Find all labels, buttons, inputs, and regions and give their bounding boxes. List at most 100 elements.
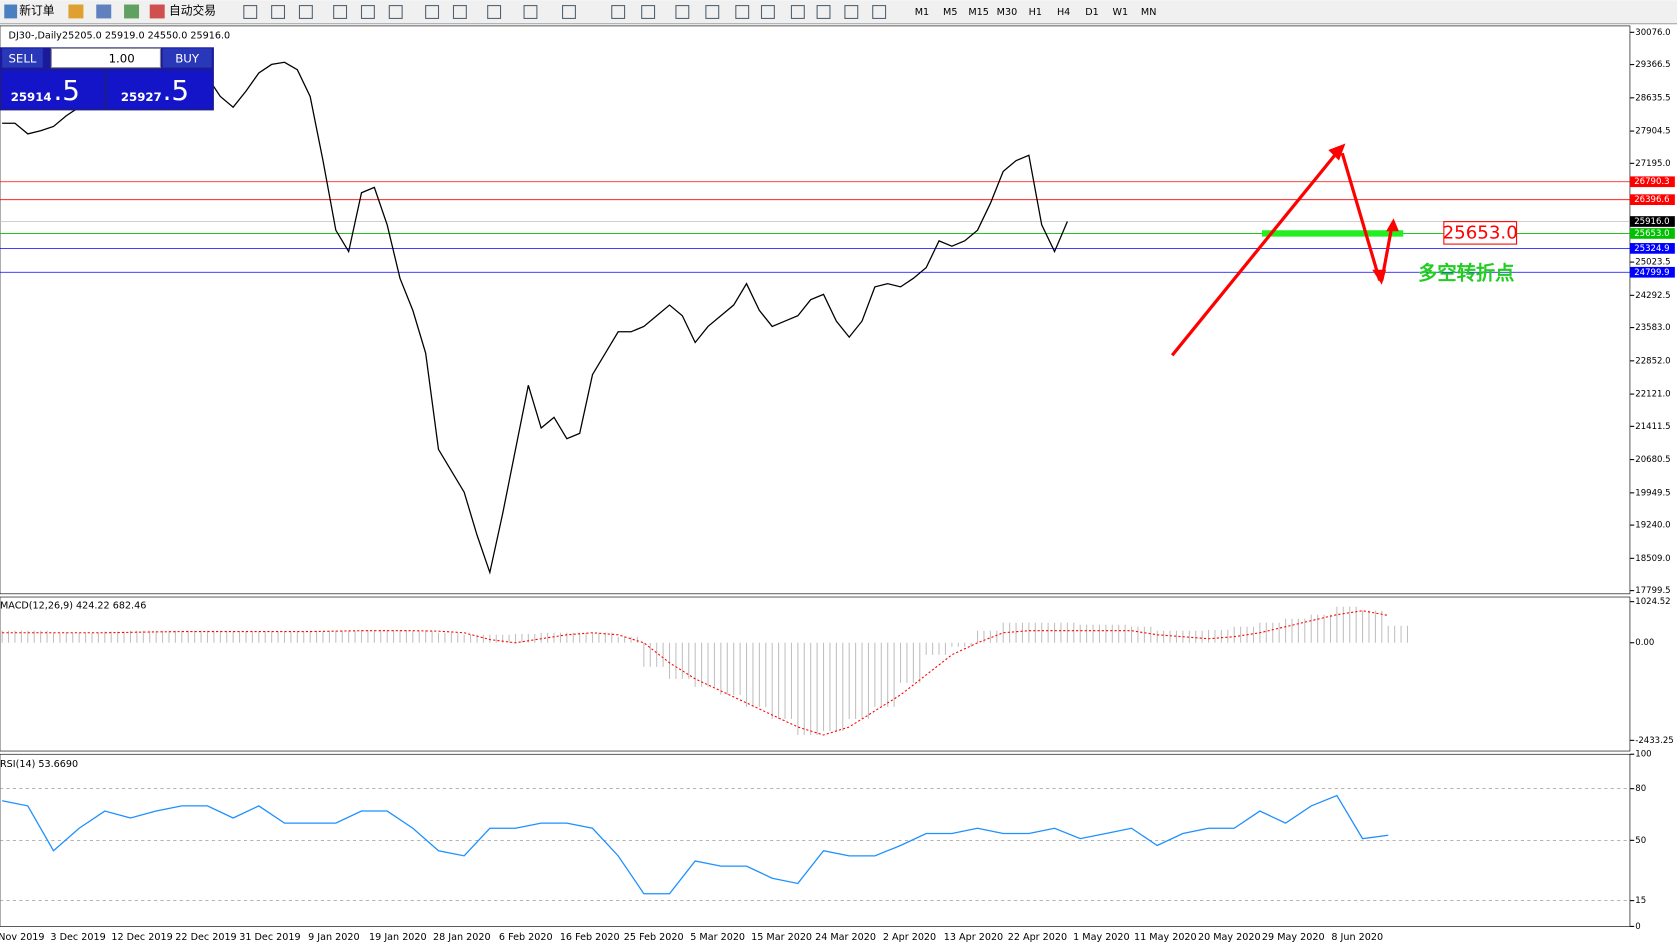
buy-price: 25927 (121, 90, 162, 104)
rsi-line (2, 794, 1389, 895)
icon[interactable] (68, 4, 84, 19)
arrow (1380, 222, 1395, 281)
tool-icon[interactable] (611, 5, 626, 19)
tool-icon[interactable] (816, 5, 831, 19)
icon[interactable] (149, 4, 165, 19)
toolbar-button[interactable]: 新订单 (19, 3, 54, 17)
tool-icon[interactable] (523, 5, 538, 19)
y-tick-label: 19240.0 (1635, 521, 1670, 531)
price-level-label: 25653.0 (1634, 229, 1669, 239)
annotation: 多空转折点 (1418, 262, 1514, 285)
price-level-label: 24799.9 (1634, 268, 1669, 278)
price-level-tag (1629, 194, 1675, 205)
timeframe-button[interactable]: MN (1141, 7, 1156, 18)
timeframe-button[interactable]: M30 (997, 7, 1018, 18)
tool-icon[interactable] (333, 5, 348, 19)
x-tick-label: 11 May 2020 (1134, 932, 1197, 943)
rsi-title: RSI(14) 53.6690 (0, 759, 78, 770)
icon[interactable] (4, 4, 18, 19)
arrow-head (1328, 143, 1346, 161)
price-level-label: 25916.0 (1634, 217, 1669, 227)
arrow (1170, 148, 1341, 357)
timeframe-button[interactable]: W1 (1113, 7, 1129, 18)
arrow (1340, 152, 1382, 281)
tool-icon[interactable] (562, 5, 576, 19)
price-level-tag (1629, 216, 1675, 227)
tool-icon[interactable] (735, 5, 750, 19)
ohlc: 25205.0 25919.0 24550.0 25916.0 (62, 31, 230, 42)
timeframe-button[interactable]: H4 (1057, 7, 1070, 18)
buy-pips: .5 (163, 74, 190, 107)
tool-icon[interactable] (760, 5, 775, 19)
x-tick-label: 9 Jan 2020 (308, 932, 360, 943)
macd-title: MACD(12,26,9) 424.22 682.46 (0, 601, 146, 612)
y-tick-label: 29366.5 (1635, 60, 1670, 70)
timeframe-button[interactable]: M1 (915, 7, 929, 18)
price-level-tag (1629, 176, 1675, 188)
tool-icon[interactable] (675, 5, 690, 19)
y-tick-label: 28635.5 (1635, 93, 1670, 103)
buy-label[interactable]: BUY (175, 52, 200, 66)
tool-icon[interactable] (298, 5, 313, 19)
signal-line (2, 610, 1389, 736)
timeframe-button[interactable]: M15 (968, 7, 989, 18)
tool-icon[interactable] (705, 5, 720, 19)
y-tick-label: 20680.5 (1635, 455, 1670, 465)
price-level-tag (1629, 266, 1675, 278)
main-pane (0, 25, 1631, 595)
price-level-tag (1629, 243, 1675, 254)
tool-icon[interactable] (388, 5, 403, 19)
x-tick-label: 16 Feb 2020 (560, 932, 620, 943)
tool-icon[interactable] (243, 5, 258, 19)
x-tick-label: 22 Dec 2019 (175, 932, 236, 943)
x-tick-label: 22 Apr 2020 (1008, 932, 1067, 943)
lots-input[interactable] (50, 47, 161, 69)
sell-label[interactable]: SELL (8, 52, 36, 66)
timeframe-button[interactable]: H1 (1029, 7, 1042, 18)
x-tick-label: 8 Jun 2020 (1331, 932, 1383, 943)
y-tick-label: 25023.5 (1635, 258, 1670, 268)
toolbar (0, 0, 1677, 24)
tool-icon[interactable] (452, 5, 467, 19)
y-tick-label: 1024.52 (1635, 597, 1670, 607)
buy-button[interactable] (162, 48, 212, 68)
y-tick-label: 30076.0 (1635, 28, 1670, 38)
tool-icon[interactable] (641, 5, 656, 19)
tool-icon[interactable] (790, 5, 805, 19)
tool-icon[interactable] (872, 5, 887, 19)
sell-price: 25914 (11, 90, 52, 104)
tool-icon[interactable] (360, 5, 375, 19)
tool-icon[interactable] (425, 5, 440, 19)
annotation: 25653.0 (1443, 222, 1518, 243)
price-level-label: 26790.3 (1634, 177, 1669, 187)
y-tick-label: 21411.5 (1635, 422, 1670, 432)
lots-value[interactable]: 1.00 (109, 52, 135, 66)
x-tick-label: 5 Mar 2020 (690, 932, 745, 943)
tool-icon[interactable] (271, 5, 286, 19)
chart-layer: 30076.0 29366.5 28635.5 27904.5 27195.0 25023… (0, 28, 1675, 943)
timeframe-button[interactable]: M5 (943, 7, 957, 18)
macd-pane (0, 596, 1631, 752)
x-tick-label: 28 Jan 2020 (433, 932, 491, 943)
y-tick-label: 27195.0 (1635, 159, 1670, 169)
sell-button[interactable] (2, 48, 43, 68)
sell-quote[interactable] (2, 70, 104, 109)
x-tick-label: Nov 2019 (0, 932, 45, 943)
timeframe-button[interactable]: D1 (1085, 7, 1099, 18)
x-tick-label: 15 Mar 2020 (751, 932, 812, 943)
x-tick-label: 31 Dec 2019 (239, 932, 300, 943)
buy-quote[interactable] (106, 70, 212, 109)
icon[interactable] (124, 4, 140, 19)
price-level-label: 25324.9 (1634, 244, 1669, 254)
x-tick-label: 1 May 2020 (1073, 932, 1130, 943)
y-tick-label: 0 (1635, 922, 1640, 932)
tool-icon[interactable] (487, 5, 502, 19)
y-tick-label: 0.00 (1635, 638, 1654, 648)
icon[interactable] (96, 4, 112, 19)
annotation-box (1443, 221, 1518, 245)
y-tick-label: 22121.0 (1635, 390, 1670, 400)
toolbar-button[interactable]: 自动交易 (169, 3, 216, 17)
tool-icon[interactable] (844, 5, 859, 19)
